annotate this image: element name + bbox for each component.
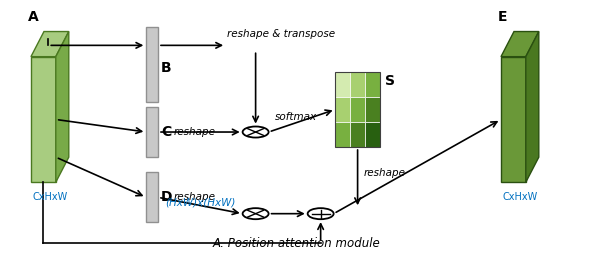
Text: reshape: reshape bbox=[364, 168, 406, 178]
Bar bbox=[350, 122, 365, 147]
Text: CxHxW: CxHxW bbox=[503, 192, 538, 202]
Text: reshape: reshape bbox=[174, 192, 216, 202]
Bar bbox=[336, 72, 350, 97]
Text: CxHxW: CxHxW bbox=[32, 192, 68, 202]
Bar bbox=[146, 172, 158, 223]
Text: reshape & transpose: reshape & transpose bbox=[228, 29, 336, 39]
Polygon shape bbox=[56, 31, 69, 182]
Polygon shape bbox=[31, 31, 69, 57]
Text: D: D bbox=[161, 190, 172, 204]
Polygon shape bbox=[501, 57, 526, 182]
Text: A: A bbox=[28, 10, 39, 24]
Polygon shape bbox=[501, 31, 539, 57]
Text: E: E bbox=[498, 10, 507, 24]
Bar bbox=[146, 26, 158, 102]
Bar bbox=[336, 72, 380, 147]
Text: S: S bbox=[384, 74, 394, 88]
Bar bbox=[365, 72, 380, 97]
Text: (HxW)x(HxW): (HxW)x(HxW) bbox=[165, 197, 236, 208]
Bar bbox=[350, 72, 365, 97]
Bar bbox=[336, 122, 350, 147]
Bar bbox=[350, 97, 365, 122]
Text: reshape: reshape bbox=[174, 127, 216, 137]
Text: C: C bbox=[161, 125, 171, 139]
Bar bbox=[336, 97, 350, 122]
Text: A. Position attention module: A. Position attention module bbox=[213, 237, 381, 250]
Text: B: B bbox=[161, 61, 172, 75]
Bar bbox=[365, 97, 380, 122]
Bar bbox=[146, 107, 158, 157]
Bar bbox=[365, 122, 380, 147]
Text: softmax: softmax bbox=[274, 112, 317, 122]
Polygon shape bbox=[31, 57, 56, 182]
Polygon shape bbox=[526, 31, 539, 182]
